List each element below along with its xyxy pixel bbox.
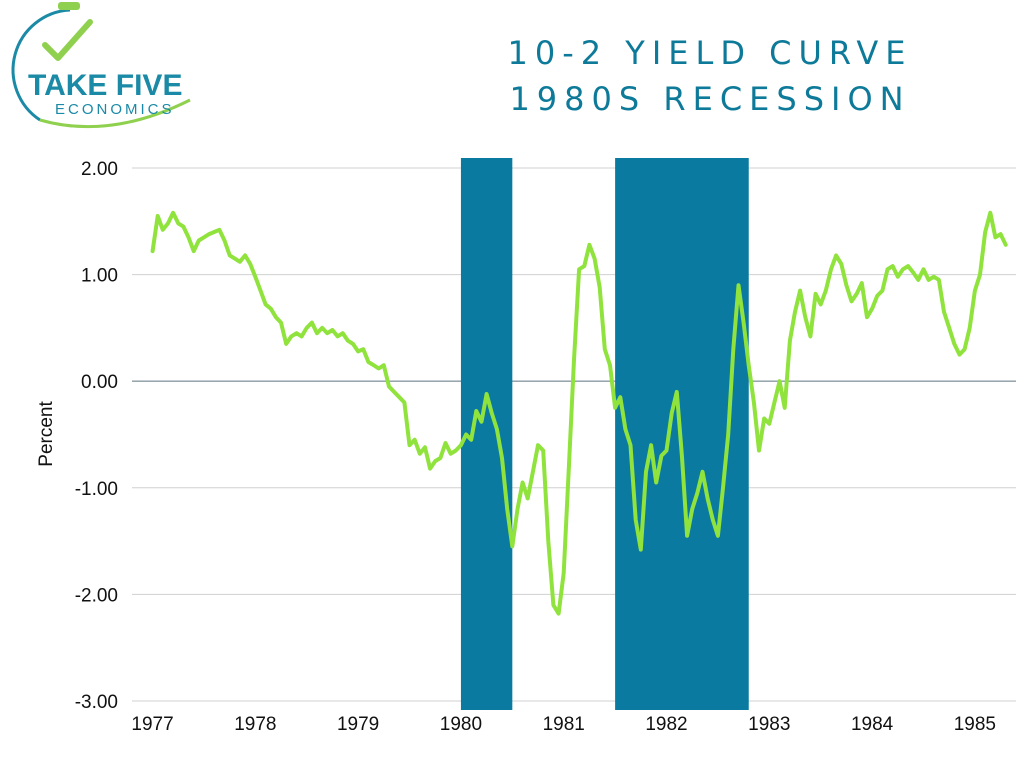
- chart-title-line1: 10-2 YIELD CURVE: [507, 34, 913, 72]
- x-tick-label: 1981: [543, 714, 585, 735]
- chart-title-line2: 1980S RECESSION: [509, 80, 911, 118]
- x-tick-label: 1977: [131, 714, 173, 735]
- gridlines: [132, 167, 1016, 702]
- x-tick-label: 1982: [645, 714, 687, 735]
- x-tick-label: 1978: [234, 714, 276, 735]
- y-tick-label: 0.00: [81, 372, 118, 393]
- x-tick-label: 1984: [851, 714, 894, 735]
- x-tick-label: 1979: [337, 714, 379, 735]
- stopwatch-logo-icon: TAKE FIVE ECONOMICS: [11, 2, 191, 129]
- y-tick-labels: 2.00 1.00 0.00 -1.00 -2.00 -3.00: [75, 159, 118, 713]
- chart-title: 10-2 YIELD CURVE 1980S RECESSION: [410, 30, 1010, 122]
- y-tick-label: -3.00: [75, 692, 118, 713]
- y-tick-label: -1.00: [75, 479, 118, 500]
- x-tick-label: 1985: [954, 714, 996, 735]
- y-axis-title: Percent: [36, 401, 57, 467]
- logo-line1: TAKE FIVE: [28, 69, 182, 102]
- recession-band: [460, 158, 513, 710]
- logo-crown: [58, 2, 80, 10]
- series-line: [150, 210, 1008, 616]
- y-tick-label: 2.00: [81, 159, 118, 180]
- recession-bands: [460, 158, 749, 710]
- x-tick-labels: 1977 1978 1979 1980 1981 1982 1983 1984 1985: [131, 714, 996, 735]
- logo-swoosh: [39, 98, 191, 129]
- logo: TAKE FIVE ECONOMICS: [0, 0, 240, 140]
- logo-line2: ECONOMICS: [55, 101, 175, 118]
- x-tick-label: 1980: [440, 714, 482, 735]
- check-icon: [42, 19, 93, 61]
- y-tick-label: 1.00: [81, 266, 118, 287]
- y-tick-label: -2.00: [75, 585, 118, 606]
- logo-arc: [11, 8, 71, 122]
- series-lines: [150, 210, 1008, 616]
- x-tick-label: 1983: [748, 714, 790, 735]
